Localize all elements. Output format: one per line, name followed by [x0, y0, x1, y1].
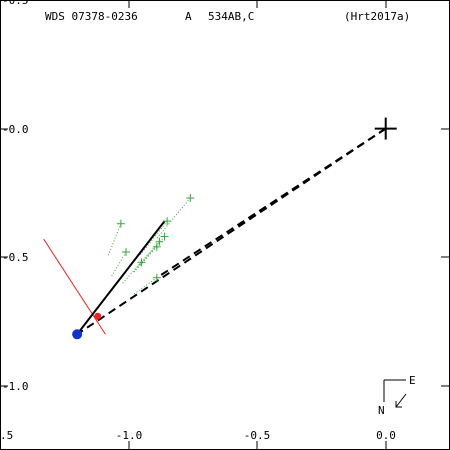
observation-point	[137, 258, 146, 267]
residual-line	[107, 223, 122, 258]
compass-north-label: N	[378, 404, 385, 417]
y-tick-label: -0.5	[2, 0, 29, 7]
observation-point	[160, 232, 169, 241]
points-layer	[72, 117, 397, 340]
latest-position-point	[72, 329, 83, 340]
compass-east-label: E	[409, 374, 416, 387]
red-line	[43, 238, 106, 335]
residual-line	[132, 246, 158, 274]
x-tick-label: -1.0	[116, 429, 143, 442]
y-tick-label: -1.0	[2, 380, 29, 393]
reference-code: (Hrt2017a)	[344, 10, 410, 23]
wds-id: WDS 07378-0236	[45, 10, 138, 23]
residual-line	[121, 261, 142, 285]
discoverer-code: 534AB,C	[208, 10, 254, 23]
residual-line	[155, 197, 191, 240]
observation-point	[122, 248, 130, 256]
motion-line	[76, 220, 166, 335]
y-tick-label: -0.5	[2, 251, 29, 264]
predicted-position-point	[94, 312, 102, 320]
component-label: A	[185, 10, 192, 23]
observation-point	[152, 273, 161, 282]
compass: E N	[378, 374, 416, 417]
x-tick-label: 0.0	[376, 429, 396, 442]
residual-line	[139, 220, 168, 256]
dashed-line	[76, 127, 387, 336]
compass-arrow-shaft	[395, 393, 407, 408]
y-tick-label: -0.0	[2, 123, 29, 136]
observation-point	[186, 194, 195, 202]
residual-line	[132, 277, 158, 296]
observation-point	[163, 217, 172, 226]
x-tick-label: -0.5	[244, 429, 271, 442]
x-tick-label: -1.5	[0, 429, 13, 442]
observation-point	[155, 237, 164, 246]
compass-arrow-head	[395, 401, 402, 408]
dashed-line	[156, 127, 387, 279]
lines-layer	[43, 127, 387, 336]
primary-star-marker	[374, 117, 397, 140]
observation-point	[116, 219, 125, 228]
observation-point	[152, 242, 161, 251]
